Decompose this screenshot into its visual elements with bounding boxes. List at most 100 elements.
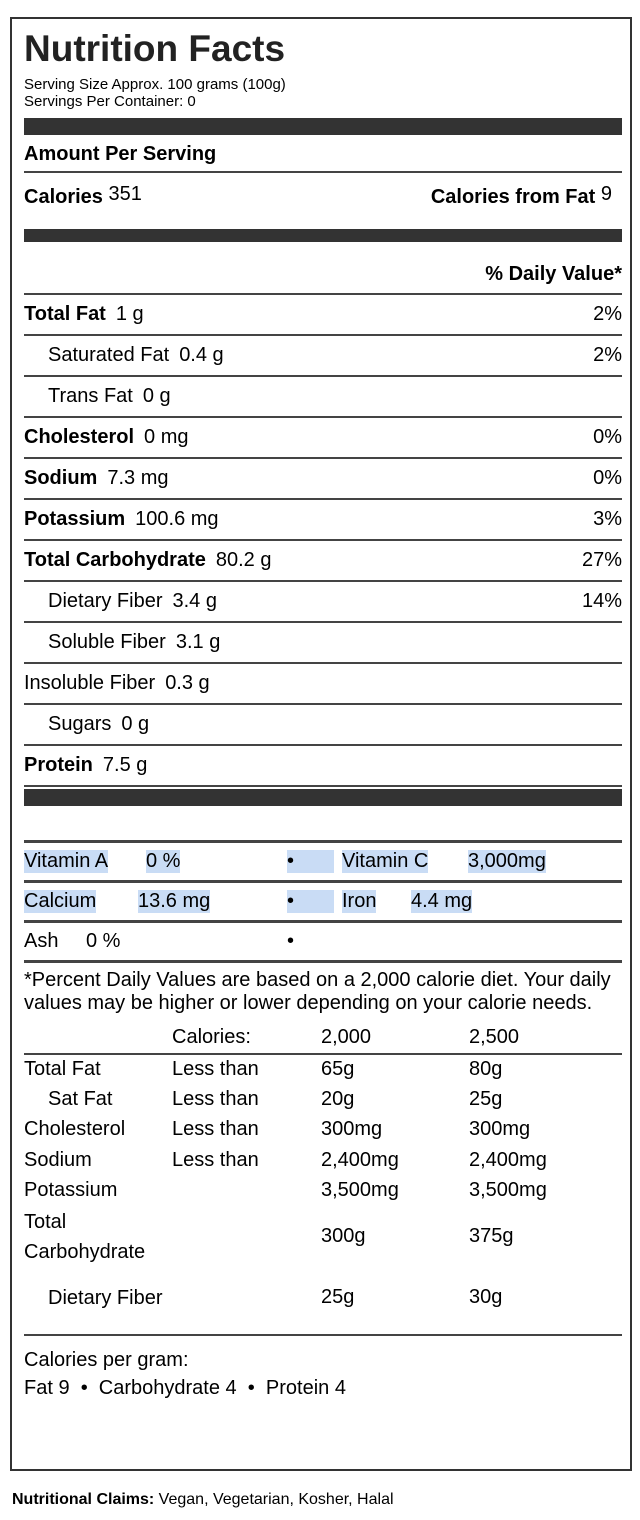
table-cell: Less than (172, 1087, 259, 1110)
nutrient-daily-value: 27% (581, 549, 622, 571)
calories-label: Calories (24, 186, 103, 208)
table-cell: 375g (469, 1225, 514, 1247)
nutrient-row: Cholesterol 0 mg 0% (24, 418, 622, 459)
nutrient-daily-value: 2% (593, 344, 622, 366)
table-cell: 2,400mg (321, 1148, 399, 1171)
table-header: 2,000 (321, 1026, 372, 1049)
nutrient-value: 100.6 mg (135, 508, 219, 530)
table-cell: Sodium (24, 1148, 92, 1171)
table-row: Sat Fat Less than 20g 25g (24, 1084, 622, 1115)
servings-per-container: Servings Per Container: 0 (24, 93, 196, 110)
nutrient-daily-value: 0% (593, 426, 622, 448)
nutrition-label: Nutrition Facts Serving Size Approx. 100… (10, 17, 632, 1471)
table-row: Total Fat Less than 65g 80g (24, 1054, 622, 1085)
vitamin-row: Ash 0 % • (24, 923, 622, 963)
table-cell: 30g (469, 1286, 503, 1308)
nutrient-label: Soluble Fiber (48, 631, 166, 653)
table-cell: Total Carbohydrate (24, 1210, 146, 1263)
vitamin-value: 0 % (146, 850, 181, 873)
table-cell: 20g (321, 1087, 355, 1110)
table-cell: Dietary Fiber (48, 1286, 163, 1309)
nutrient-label: Potassium (24, 508, 126, 530)
table-row: Potassium 3,500mg 3,500mg (24, 1176, 622, 1207)
calories-per-gram: Calories per gram: (24, 1349, 189, 1371)
nutrient-row: Soluble Fiber 3.1 g (24, 623, 622, 664)
table-row: Sodium Less than 2,400mg 2,400mg (24, 1145, 622, 1176)
nutrient-row: Sodium 7.3 mg 0% (24, 459, 622, 500)
table-cell (172, 1206, 321, 1267)
nutrient-label: Sugars (48, 713, 112, 735)
nutritional-claims: Nutritional Claims: Vegan, Vegetarian, K… (12, 1491, 394, 1509)
nutrient-daily-value: 2% (593, 303, 622, 325)
calories-per-gram-values: Fat 9 • Carbohydrate 4 • Protein 4 (24, 1377, 346, 1399)
nutrient-value: 80.2 g (215, 549, 272, 571)
daily-value-header: % Daily Value* (24, 242, 622, 295)
claims-value: Vegan, Vegetarian, Kosher, Halal (154, 1491, 394, 1508)
table-row: Dietary Fiber 25g 30g (24, 1267, 622, 1328)
nutrient-value: 0 g (121, 713, 150, 735)
vitamin-label: Iron (342, 890, 377, 913)
table-header: Calories: (172, 1026, 251, 1049)
table-cell: 3,500mg (469, 1179, 547, 1202)
vitamin-label: Vitamin C (342, 850, 429, 873)
nutrient-value: 3.4 g (172, 590, 217, 612)
nutrient-value: 0.3 g (165, 672, 210, 694)
nutrient-label: Sodium (24, 467, 98, 489)
table-cell: 300g (321, 1225, 366, 1247)
table-cell: 300mg (321, 1118, 383, 1141)
nutrient-value: 0 g (142, 385, 171, 407)
nutrient-daily-value: 14% (581, 590, 622, 612)
nutrient-row: Total Carbohydrate 80.2 g 27% (24, 541, 622, 582)
calories-fat-label: Calories from Fat (430, 186, 596, 208)
nutrient-label: Insoluble Fiber (24, 672, 156, 694)
calories-row: Calories 351 Calories from Fat 9 (24, 173, 622, 229)
nutrient-label: Total Fat (24, 303, 106, 325)
vitamin-value: 13.6 mg (138, 890, 211, 913)
title: Nutrition Facts (24, 28, 286, 69)
table-cell: Cholesterol (24, 1118, 126, 1141)
divider (24, 118, 622, 135)
table-cell: Less than (172, 1057, 259, 1080)
vitamin-value: 3,000mg (468, 850, 546, 873)
divider (24, 229, 622, 242)
table-cell: Sat Fat (48, 1087, 113, 1110)
table-cell (172, 1267, 321, 1328)
table-cell: 3,500mg (321, 1179, 399, 1202)
calories-fat-value: 9 (600, 183, 612, 205)
table-row: Total Carbohydrate 300g 375g (24, 1206, 622, 1267)
table-cell: Less than (172, 1148, 259, 1171)
table-cell: Total Fat (24, 1057, 101, 1080)
nutrient-label: Trans Fat (48, 385, 133, 407)
nutrient-row: Sugars 0 g (24, 705, 622, 746)
daily-value-table: Calories: 2,000 2,500 Total Fat Less than 65… (24, 1023, 622, 1328)
nutrient-row: Saturated Fat 0.4 g 2% (24, 336, 622, 377)
table-cell: 2,400mg (469, 1148, 547, 1171)
bullet: • (287, 930, 295, 952)
vitamin-label: Vitamin A (24, 850, 109, 873)
bullet: • (287, 850, 335, 873)
nutrient-row: Potassium 100.6 mg 3% (24, 500, 622, 541)
table-cell: 25g (321, 1286, 355, 1308)
nutrient-daily-value: 3% (593, 508, 622, 530)
nutrient-value: 1 g (115, 303, 144, 325)
vitamin-value: 0 % (86, 930, 121, 952)
nutrient-label: Total Carbohydrate (24, 549, 206, 571)
amount-per-serving: Amount Per Serving (24, 135, 622, 173)
table-cell: Potassium (24, 1179, 118, 1202)
nutrient-value: 0 mg (144, 426, 189, 448)
nutrient-daily-value: 0% (593, 467, 622, 489)
table-row: Cholesterol Less than 300mg 300mg (24, 1115, 622, 1146)
nutrient-label: Saturated Fat (48, 344, 170, 366)
vitamin-row: Calcium 13.6 mg • Iron 4.4 mg (24, 883, 622, 923)
divider (24, 789, 622, 806)
nutrient-label: Cholesterol (24, 426, 135, 448)
nutrient-value: 3.1 g (175, 631, 221, 653)
nutrient-value: 7.3 mg (107, 467, 169, 489)
nutrient-row: Trans Fat 0 g (24, 377, 622, 418)
nutrient-row: Total Fat 1 g 2% (24, 295, 622, 336)
nutrient-row: Protein 7.5 g (24, 746, 622, 787)
vitamin-label: Calcium (24, 890, 97, 913)
nutrient-value: 0.4 g (179, 344, 224, 366)
table-cell (172, 1176, 321, 1207)
nutrient-label: Dietary Fiber (48, 590, 163, 612)
